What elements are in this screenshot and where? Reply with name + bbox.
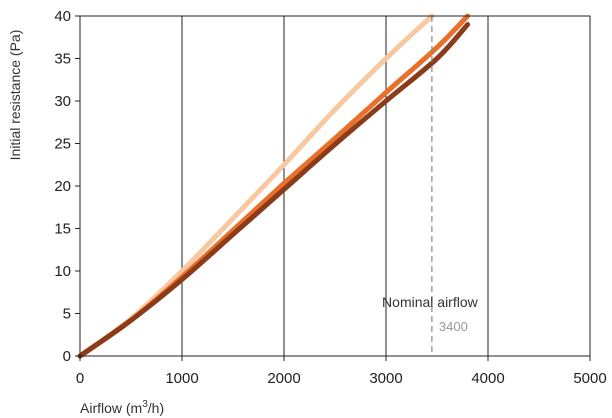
x-axis-title-suffix: /h) bbox=[148, 400, 164, 416]
x-tick-label: 2000 bbox=[267, 370, 300, 387]
plot-frame bbox=[79, 15, 591, 357]
series-line-1 bbox=[77, 13, 435, 359]
x-tick-label: 3000 bbox=[369, 370, 402, 387]
x-axis-title-main: Airflow (m bbox=[80, 400, 142, 416]
grid-layer bbox=[181, 16, 489, 356]
tick-label-layer: 0 5 10 15 20 25 30 35 40 0 1000 2000 3000 4000 5000 bbox=[54, 8, 606, 387]
y-tick-label: 0 bbox=[63, 348, 71, 365]
y-axis-title: Initial resistance (Pa) bbox=[7, 30, 23, 161]
x-tick-label: 5000 bbox=[573, 370, 606, 387]
annotation-layer: Nominal airflow 3400 bbox=[382, 16, 479, 356]
y-tick-label: 5 bbox=[63, 306, 71, 323]
y-tick-label: 25 bbox=[54, 136, 71, 153]
y-tick-label: 35 bbox=[54, 51, 71, 68]
x-axis-title-superscript: 3 bbox=[142, 399, 148, 410]
x-tick-label: 1000 bbox=[165, 370, 198, 387]
x-tick-label: 4000 bbox=[471, 370, 504, 387]
series-line-3 bbox=[77, 22, 471, 359]
y-tick-label: 40 bbox=[54, 8, 71, 25]
x-axis-title: Airflow (m3/h) bbox=[80, 399, 164, 416]
y-tick-label: 30 bbox=[54, 93, 71, 110]
x-tick-label: 0 bbox=[76, 370, 84, 387]
nominal-airflow-label: Nominal airflow bbox=[382, 294, 479, 310]
y-tick-label: 20 bbox=[54, 178, 71, 195]
y-tick-label: 15 bbox=[54, 221, 71, 238]
axes-layer bbox=[75, 15, 591, 361]
nominal-airflow-value: 3400 bbox=[439, 319, 468, 334]
y-tick-label: 10 bbox=[54, 263, 71, 280]
series-layer bbox=[77, 13, 471, 359]
